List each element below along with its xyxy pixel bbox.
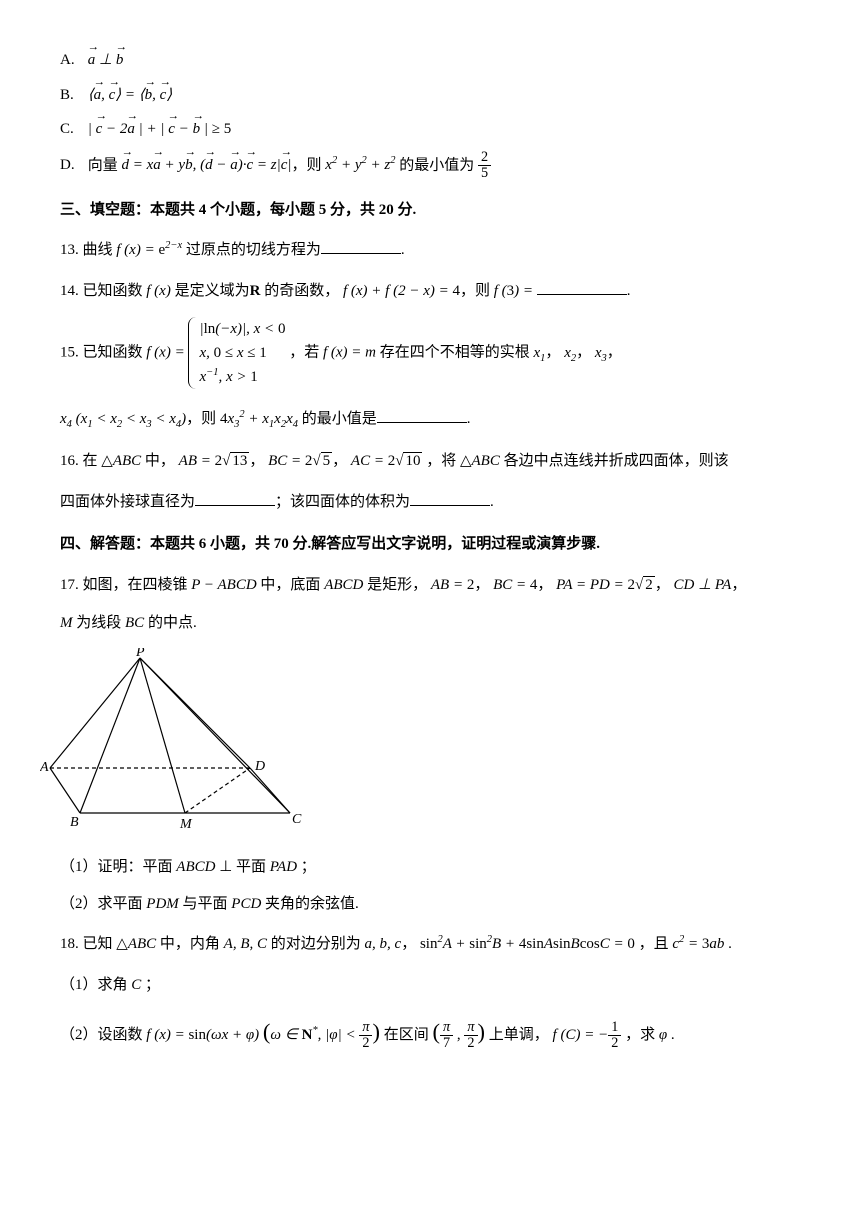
option-b-label: B. (60, 81, 84, 110)
blank-16b (410, 490, 490, 506)
svg-text:P: P (135, 648, 145, 660)
svg-text:A: A (40, 760, 49, 775)
svg-text:D: D (254, 759, 265, 774)
blank-14 (537, 279, 627, 295)
question-15: 15. 已知函数 f (x) = |ln(−x)|, x < 0 x, 0 ≤ … (60, 317, 810, 435)
svg-text:M: M (179, 817, 193, 832)
option-d-text1: 向量 (88, 157, 118, 173)
blank-13 (321, 238, 401, 254)
question-18: 18. 已知 △ABC 中，内角 A, B, C 的对边分别为 a, b, c，… (60, 930, 810, 1054)
option-c-label: C. (60, 115, 84, 144)
option-d: D. 向量 d = xa + yb, (d − a)·c = z|c|，则 x2… (60, 150, 810, 182)
option-a-label: A. (60, 46, 84, 75)
option-b: B. ⟨a, c⟩ = ⟨b, c⟩ (60, 81, 810, 110)
question-17: 17. 如图，在四棱锥 P − ABCD 中，底面 ABCD 是矩形， AB =… (60, 571, 810, 919)
pyramid-figure: P A B C D M (40, 648, 810, 844)
svg-text:C: C (292, 812, 302, 827)
option-d-text2: ，则 (292, 157, 322, 173)
triangle-abc: △ABC (101, 453, 141, 469)
option-c: C. | c − 2a | + | c − b | ≥ 5 (60, 115, 810, 144)
section-4-heading: 四、解答题：本题共 6 小题，共 70 分.解答应写出文字说明，证明过程或演算步… (60, 530, 810, 559)
question-14: 14. 已知函数 f (x) 是定义域为R 的奇函数， f (x) + f (2… (60, 277, 810, 306)
option-d-text3: 的最小值为 (399, 157, 474, 173)
question-13: 13. 曲线 f (x) = e2−x 过原点的切线方程为. (60, 236, 810, 265)
option-a: A. a ⊥ b (60, 46, 810, 75)
pyramid-svg: P A B C D M (40, 648, 310, 833)
section-3-heading: 三、填空题：本题共 4 个小题，每小题 5 分，共 20 分. (60, 196, 810, 225)
option-d-label: D. (60, 151, 84, 180)
question-16: 16. 在 △ABC 中， AB = 2√13， BC = 2√5， AC = … (60, 447, 810, 516)
blank-16a (195, 490, 275, 506)
blank-15 (377, 407, 467, 423)
svg-text:B: B (70, 815, 79, 830)
